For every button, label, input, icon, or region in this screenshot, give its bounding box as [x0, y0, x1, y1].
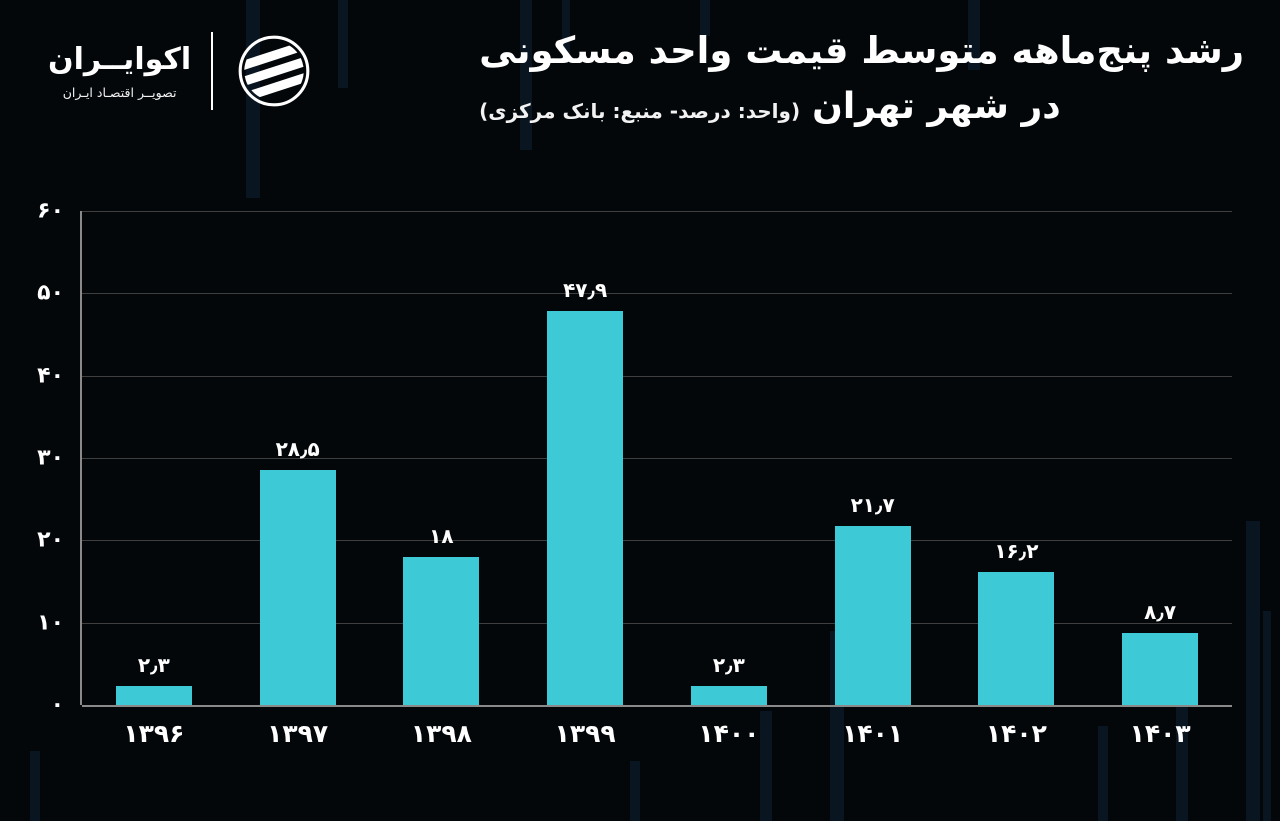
bar-group-7: ۱۶٫۲ ۱۴۰۲	[945, 211, 1089, 748]
bar-3	[403, 556, 480, 705]
background-stripe	[968, 0, 980, 70]
x-tick-label: ۱۴۰۰	[698, 719, 760, 748]
bar-8	[1122, 633, 1199, 705]
y-tick-label: ۶۰	[37, 198, 64, 224]
background-stripe	[338, 0, 348, 88]
background-stripe	[562, 0, 570, 58]
bar-value-label: ۱۸	[429, 523, 454, 548]
brand-header: اکوایــران تصویــر اقتصـاد ایـران	[48, 30, 315, 112]
bar-2	[259, 470, 336, 705]
chart-title-line2: در شهر تهران (واحد: درصد- منبع: بانک مرک…	[479, 86, 1244, 127]
y-tick-label: ۱۰	[37, 610, 64, 636]
x-tick-label: ۱۴۰۲	[985, 719, 1047, 748]
bar-value-label: ۸٫۷	[1144, 600, 1177, 625]
bar-5	[690, 686, 767, 705]
gridline-40	[82, 375, 1232, 377]
brand-divider	[211, 32, 214, 110]
bar-4	[547, 310, 624, 705]
background-stripe	[1176, 671, 1188, 821]
bar-group-5: ۲٫۳ ۱۴۰۰	[657, 211, 801, 748]
chart-title-city: در شهر تهران	[812, 85, 1061, 127]
background-stripe	[30, 751, 40, 821]
background-stripe	[1263, 611, 1271, 821]
bar-chart: ۰ ۱۰ ۲۰ ۳۰ ۴۰ ۵۰ ۶۰ ۲٫۳ ۱۳۹۶ ۲۸٫۵ ۱۳۹۷ ۱۸ ۱۳۹۸ ۴۷٫۹ ۱…	[0, 199, 1280, 771]
gridline-10	[82, 622, 1232, 624]
chart-title-block: رشد پنج‌ماهه متوسط قیمت واحد مسکونی در ش…	[479, 26, 1244, 127]
gridline-30	[82, 458, 1232, 459]
x-tick-label: ۱۳۹۶	[123, 719, 185, 748]
background-stripe	[1098, 726, 1108, 821]
x-tick-label: ۱۴۰۱	[842, 719, 904, 748]
background-stripe	[520, 0, 532, 150]
ecoiran-globe-logo-icon	[233, 30, 315, 112]
bar-group-2: ۲۸٫۵ ۱۳۹۷	[226, 211, 370, 748]
y-tick-label: ۰	[50, 692, 64, 718]
gridline-0	[82, 705, 1232, 707]
y-axis: ۰ ۱۰ ۲۰ ۳۰ ۴۰ ۵۰ ۶۰	[0, 199, 70, 718]
bar-1	[115, 686, 192, 705]
y-tick-label: ۵۰	[37, 280, 64, 306]
x-tick-label: ۱۳۹۷	[267, 719, 329, 748]
chart-title-line1: رشد پنج‌ماهه متوسط قیمت واحد مسکونی	[479, 29, 1244, 72]
bar-group-1: ۲٫۳ ۱۳۹۶	[82, 211, 226, 748]
y-tick-label: ۴۰	[37, 363, 64, 389]
background-stripe	[630, 761, 640, 821]
bar-value-label: ۲٫۳	[137, 653, 170, 678]
x-tick-label: ۱۳۹۹	[554, 719, 616, 748]
background-stripe	[1246, 521, 1260, 821]
brand-tagline: تصویــر اقتصـاد ایـران	[62, 85, 177, 100]
gridline-60	[82, 211, 1232, 212]
y-tick-label: ۲۰	[37, 527, 64, 553]
bar-value-label: ۲۸٫۵	[275, 437, 320, 462]
bar-value-label: ۲۱٫۷	[850, 493, 895, 518]
bar-value-label: ۲٫۳	[712, 653, 745, 678]
bar-group-8: ۸٫۷ ۱۴۰۳	[1088, 211, 1232, 748]
bar-value-label: ۴۷٫۹	[563, 277, 608, 302]
bar-group-6: ۲۱٫۷ ۱۴۰۱	[801, 211, 945, 748]
background-stripe	[760, 711, 772, 821]
bar-7	[978, 571, 1055, 705]
gridline-20	[82, 540, 1232, 542]
bar-6	[834, 526, 911, 705]
chart-subtitle-note: (واحد: درصد- منبع: بانک مرکزی)	[479, 98, 801, 123]
brand-text: اکوایــران تصویــر اقتصـاد ایـران	[48, 42, 191, 100]
gridline-50	[82, 293, 1232, 295]
x-tick-label: ۱۴۰۳	[1129, 719, 1191, 748]
bar-group-3: ۱۸ ۱۳۹۸	[370, 211, 514, 748]
bar-group-4: ۴۷٫۹ ۱۳۹۹	[513, 211, 657, 748]
brand-name: اکوایــران	[48, 42, 192, 77]
plot-area: ۲٫۳ ۱۳۹۶ ۲۸٫۵ ۱۳۹۷ ۱۸ ۱۳۹۸ ۴۷٫۹ ۱۳۹۹ ۲٫۳ ۱۴۰۰ ۲۱٫۷…	[80, 211, 1232, 748]
y-tick-label: ۳۰	[37, 445, 64, 471]
bar-value-label: ۱۶٫۲	[994, 538, 1039, 563]
x-tick-label: ۱۳۹۸	[410, 719, 472, 748]
background-stripe	[700, 0, 710, 36]
